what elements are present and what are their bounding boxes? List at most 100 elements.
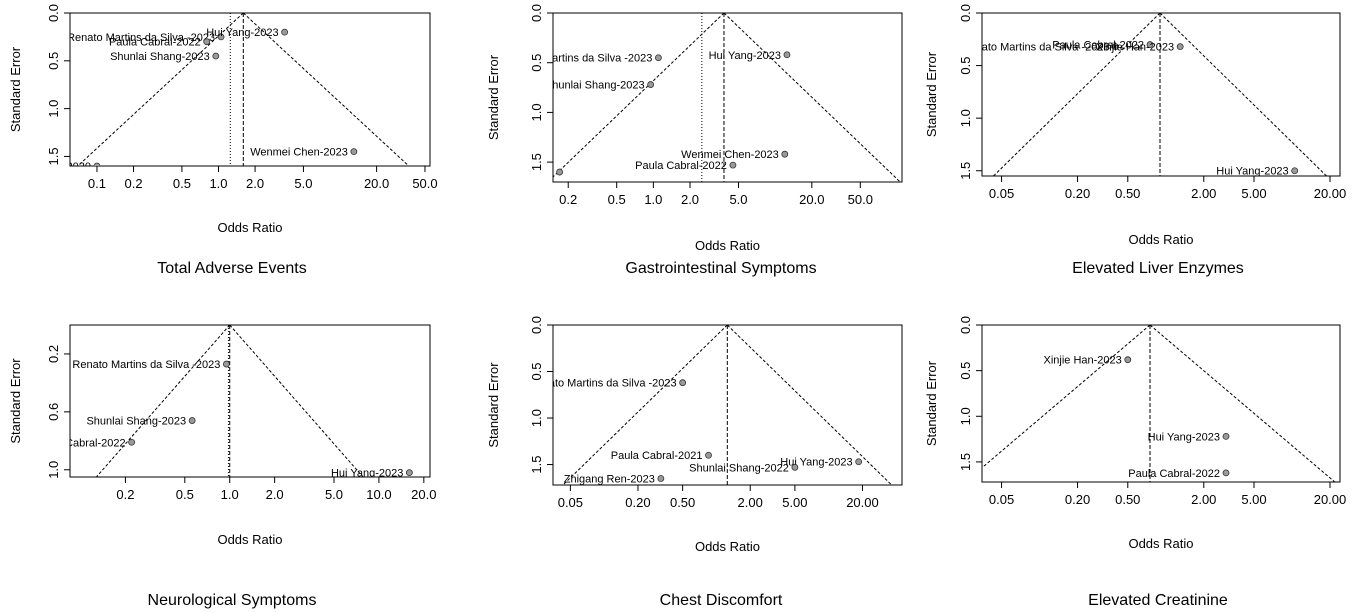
study-point [217, 33, 225, 41]
study-label: Paula Cabral-2022 [635, 160, 727, 172]
x-tick-label: 0.20 [1065, 492, 1090, 507]
x-tick-label: 2.00 [1191, 186, 1216, 201]
study-point [705, 451, 712, 459]
study-point [350, 148, 358, 156]
study-point [657, 475, 665, 482]
x-tick-label: 50.0 [848, 192, 873, 207]
y-tick-label: 1.0 [529, 103, 544, 121]
x-tick-label: 5.0 [294, 176, 312, 191]
funnel-right-line [1149, 325, 1336, 482]
y-tick-label: 0.5 [958, 362, 973, 380]
study-label: Hui Yang-2023 [206, 27, 278, 39]
y-tick-label: 0.0 [958, 4, 973, 22]
funnel-left-line [96, 325, 231, 477]
x-tick-label: 2.00 [738, 495, 763, 510]
study-point [212, 52, 220, 60]
y-tick-label: 1.5 [529, 153, 544, 171]
y-tick-label: 1.5 [958, 162, 973, 180]
y-tick-label: 0.0 [46, 4, 61, 22]
x-tick-label: 5.0 [729, 192, 747, 207]
study-label: Hui Yang-2023 [1148, 431, 1220, 443]
x-tick-label: 2.0 [246, 176, 264, 191]
study-label: Paula Cabral-2022 [109, 37, 201, 49]
x-tick-label: 20.0 [411, 487, 436, 502]
y-axis-label: Standard Error [8, 358, 23, 444]
y-axis-label: Standard Error [486, 362, 501, 448]
y-tick-label: 1.0 [46, 461, 61, 479]
study-label: Xinjie Han-2023 [1096, 42, 1174, 54]
x-tick-label: 10.0 [366, 487, 391, 502]
x-tick-label: 20.00 [1314, 492, 1347, 507]
x-tick-label: 2.00 [1191, 492, 1216, 507]
study-point [1112, 43, 1119, 51]
x-tick-label: 20.0 [364, 176, 389, 191]
study-point [1222, 432, 1230, 440]
y-tick-label: 0.0 [529, 316, 544, 334]
study-label: Hui Yang-2023 [709, 50, 781, 62]
x-tick-label: 2.0 [266, 487, 284, 502]
study-point [781, 150, 789, 158]
y-tick-label: 1.0 [958, 407, 973, 425]
x-tick-label: 5.0 [325, 487, 343, 502]
x-tick-label: 0.05 [989, 186, 1014, 201]
x-tick-label: 1.0 [644, 192, 662, 207]
y-tick-label: 1.5 [529, 455, 544, 473]
funnel-right-line [726, 325, 892, 485]
x-tick-label: 0.2 [559, 192, 577, 207]
x-tick-label: 2.0 [681, 192, 699, 207]
study-point [679, 379, 687, 387]
caption-neurological-symptoms: Neurological Symptoms [147, 592, 317, 609]
study-label: Wenmei Chen-2023 [681, 149, 779, 161]
study-point [783, 51, 791, 59]
study-label: Paula Cabral-2022 [1052, 40, 1144, 52]
y-tick-label: 1.0 [529, 409, 544, 427]
study-point [855, 458, 863, 466]
study-label: Shunlai Shang-2023 [110, 51, 210, 63]
study-point [203, 38, 211, 46]
y-tick-label: 0.5 [529, 54, 544, 72]
study-label: Shunlai Shang-2023 [86, 416, 186, 428]
x-tick-label: 0.5 [608, 192, 626, 207]
study-label: Shunlai Shang-2022 [689, 462, 789, 474]
y-axis-label: Standard Error [8, 46, 23, 132]
study-point [1222, 469, 1230, 477]
caption-gastrointestinal-symptoms: Gastrointestinal Symptoms [625, 260, 817, 277]
funnel-right-line [723, 13, 901, 182]
y-axis-label: Standard Error [924, 51, 939, 137]
x-tick-label: 0.5 [173, 176, 191, 191]
y-tick-label: 0.0 [958, 316, 973, 334]
y-axis-label: Standard Error [486, 54, 501, 140]
x-tick-label: 0.50 [1115, 492, 1140, 507]
funnel-left-line [993, 13, 1161, 176]
x-tick-label: 0.5 [176, 487, 194, 502]
caption-elevated-creatinine: Elevated Creatinine [1088, 592, 1228, 609]
study-point [128, 438, 136, 446]
x-tick-label: 0.2 [116, 487, 134, 502]
x-tick-label: 50.0 [412, 176, 437, 191]
x-axis-label: Odds Ratio [695, 539, 760, 554]
study-label: Paula Cabral-2020 [0, 161, 91, 173]
caption-total-adverse-events: Total Adverse Events [157, 260, 307, 277]
x-tick-label: 1.0 [209, 176, 227, 191]
study-label: Renato Martins da Silva -2023 [504, 53, 652, 65]
study-point [556, 168, 564, 176]
study-label: Paula Cabral-2022 [1128, 468, 1220, 480]
study-label: Renato Martins da Silva -2023 [962, 42, 1110, 54]
study-label: Zhigang Ren-2023 [564, 473, 655, 485]
funnel-plot-5: Renato Martins da Silva -2023 Paula Cabra… [486, 316, 903, 554]
study-label: Renato Martins da Silva -2023 [67, 32, 215, 44]
x-tick-label: 0.05 [989, 492, 1014, 507]
x-tick-label: 0.1 [88, 176, 106, 191]
plot-frame [552, 12, 903, 183]
x-tick-label: 0.05 [558, 495, 583, 510]
x-axis-label: Odds Ratio [217, 532, 282, 547]
y-tick-label: 1.5 [958, 453, 973, 471]
funnel-right-line [229, 325, 364, 477]
x-tick-label: 20.0 [799, 192, 824, 207]
x-tick-label: 0.2 [125, 176, 143, 191]
x-tick-label: 20.00 [1314, 186, 1347, 201]
x-tick-label: 0.50 [670, 495, 695, 510]
study-label: Renato Martins da Silva -2023 [72, 359, 220, 371]
